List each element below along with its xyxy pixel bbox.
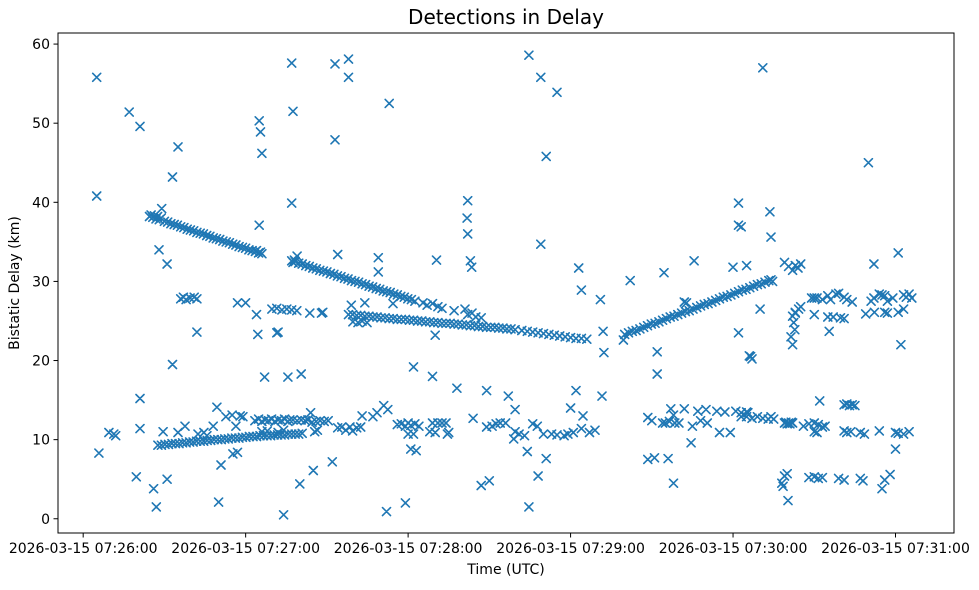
chart-title: Detections in Delay <box>408 5 604 29</box>
y-tick-label: 30 <box>32 274 50 290</box>
y-tick-label: 60 <box>32 37 50 53</box>
x-tick-label: 2026-03-15 07:27:00 <box>171 541 320 557</box>
x-tick-label: 2026-03-15 07:31:00 <box>821 541 970 557</box>
y-tick-label: 0 <box>41 512 50 528</box>
plot-frame <box>57 32 955 534</box>
x-tick-label: 2026-03-15 07:28:00 <box>334 541 483 557</box>
y-tick-label: 40 <box>32 195 50 211</box>
y-tick-label: 20 <box>32 354 50 370</box>
y-tick-label: 50 <box>32 116 50 132</box>
x-tick-label: 2026-03-15 07:26:00 <box>9 541 158 557</box>
x-tick-label: 2026-03-15 07:29:00 <box>496 541 645 557</box>
x-axis-ticks: 2026-03-15 07:26:00 2026-03-15 07:27:00 20… <box>9 533 970 557</box>
y-axis-ticks: 0 10 20 30 40 50 60 <box>32 37 58 528</box>
y-axis-label: Bistatic Delay (km) <box>7 216 23 350</box>
x-axis-label: Time (UTC) <box>467 562 545 578</box>
y-tick-label: 10 <box>32 433 50 449</box>
x-tick-label: 2026-03-15 07:30:00 <box>659 541 808 557</box>
data-points <box>91 50 917 520</box>
